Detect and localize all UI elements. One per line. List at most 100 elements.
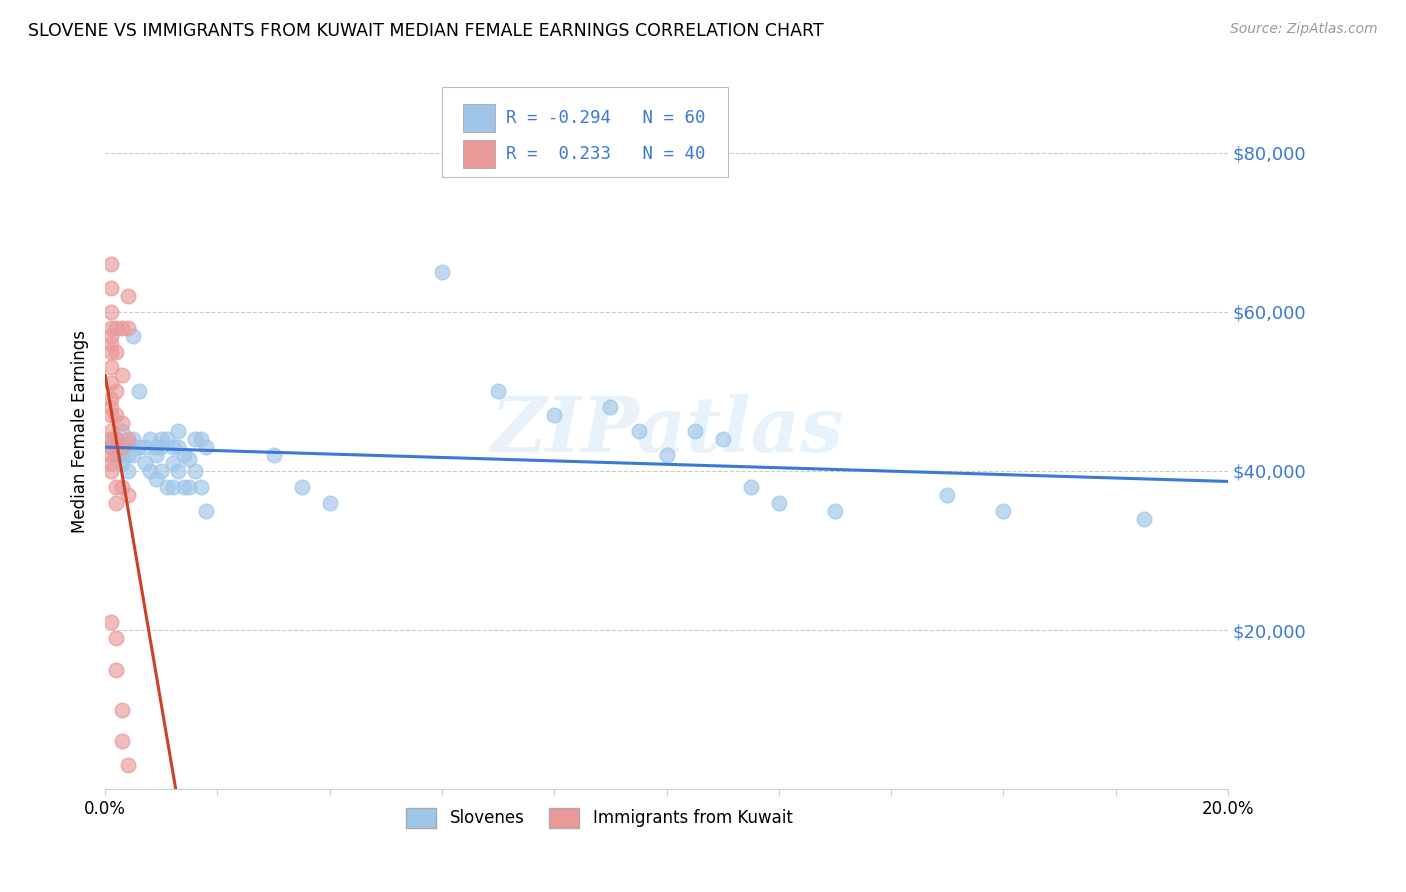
Bar [464,139,495,169]
Point [100,615,122,629]
Point [117,289,139,303]
Bar [464,103,495,132]
Point [162,440,184,454]
Point [117,488,139,502]
Text: R = -0.294   N = 60: R = -0.294 N = 60 [506,109,706,127]
Point [105,480,128,494]
Point [263,448,285,462]
Point [195,440,218,454]
Point [179,480,201,494]
Point [156,432,179,446]
Point [111,424,134,438]
Point [111,448,134,462]
Point [100,432,122,446]
Point [100,448,122,462]
Point [543,408,565,422]
Point [179,452,201,467]
Point [184,464,207,478]
Point [740,480,762,494]
Point [111,416,134,430]
Point [100,257,122,271]
Point [145,440,167,454]
Point [117,464,139,478]
Point [105,384,128,399]
Text: ZIPatlas: ZIPatlas [491,394,844,468]
Point [150,432,173,446]
Point [150,440,173,454]
Point [184,432,207,446]
Point [156,480,179,494]
Point [105,440,128,454]
Point [145,472,167,486]
Point [167,424,190,438]
Point [145,448,167,462]
Point [100,344,122,359]
Point [100,392,122,407]
Point [100,440,122,454]
Text: R =  0.233   N = 40: R = 0.233 N = 40 [506,145,706,163]
Point [655,448,678,462]
Point [195,504,218,518]
Point [291,480,314,494]
Point [162,480,184,494]
Point [319,496,342,510]
Point [100,328,122,343]
Point [117,758,139,772]
Point [100,432,122,446]
Point [105,663,128,677]
FancyBboxPatch shape [441,87,728,177]
Point [100,376,122,391]
Point [134,440,156,454]
Point [122,448,145,462]
Point [105,496,128,510]
Point [105,432,128,446]
Point [150,464,173,478]
Point [122,432,145,446]
Point [100,281,122,295]
Point [122,328,145,343]
Point [111,480,134,494]
Point [167,464,190,478]
Point [105,408,128,422]
Point [430,265,453,279]
Point [139,464,162,478]
Point [824,504,846,518]
Point [627,424,650,438]
Point [100,336,122,351]
Point [100,456,122,470]
Point [100,440,122,454]
Point [711,432,734,446]
Legend: Slovenes, Immigrants from Kuwait: Slovenes, Immigrants from Kuwait [399,801,799,835]
Point [111,368,134,383]
Y-axis label: Median Female Earnings: Median Female Earnings [72,330,89,533]
Point [768,496,790,510]
Point [111,734,134,748]
Point [100,464,122,478]
Point [167,440,190,454]
Point [190,480,212,494]
Point [128,440,150,454]
Point [683,424,706,438]
Point [599,401,621,415]
Point [105,344,128,359]
Point [190,432,212,446]
Text: Source: ZipAtlas.com: Source: ZipAtlas.com [1230,22,1378,37]
Point [100,424,122,438]
Point [111,456,134,470]
Point [134,456,156,470]
Point [105,432,128,446]
Point [111,703,134,717]
Text: SLOVENE VS IMMIGRANTS FROM KUWAIT MEDIAN FEMALE EARNINGS CORRELATION CHART: SLOVENE VS IMMIGRANTS FROM KUWAIT MEDIAN… [28,22,824,40]
Point [173,480,195,494]
Point [128,384,150,399]
Point [993,504,1015,518]
Point [100,320,122,334]
Point [162,456,184,470]
Point [105,320,128,334]
Point [111,440,134,454]
Point [111,320,134,334]
Point [100,304,122,318]
Point [173,448,195,462]
Point [100,408,122,422]
Point [117,320,139,334]
